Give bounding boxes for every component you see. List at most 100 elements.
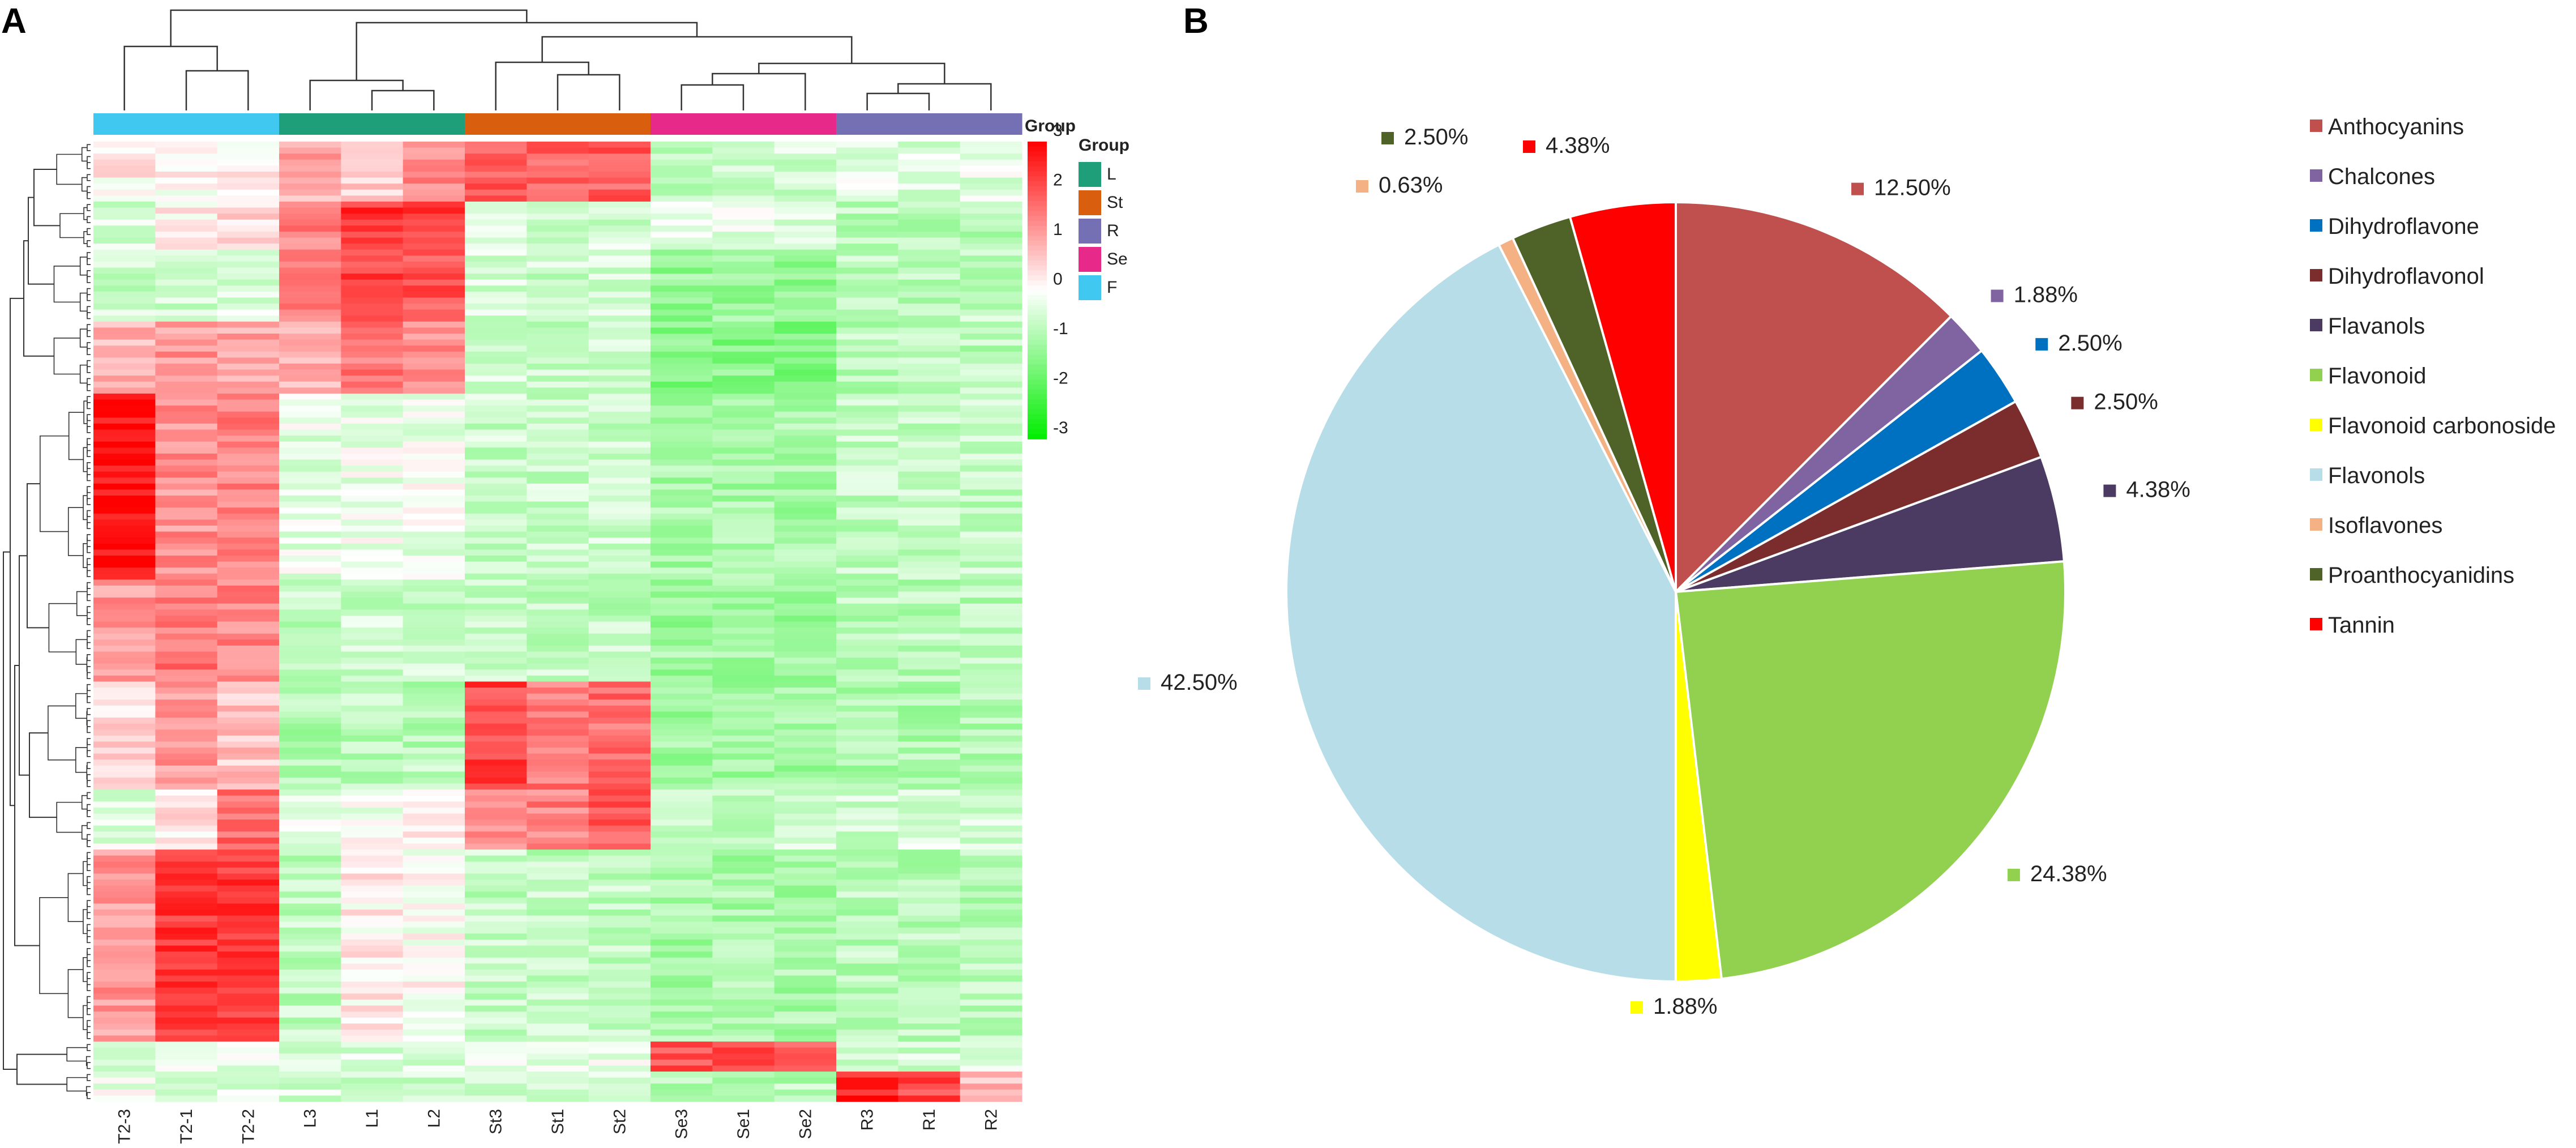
heatmap-cell — [465, 285, 527, 292]
heatmap-cell — [217, 387, 280, 394]
heatmap-cell — [403, 321, 465, 328]
heatmap-cell — [217, 915, 280, 922]
heatmap-cell — [774, 837, 837, 844]
heatmap-cell — [527, 543, 589, 550]
heatmap-cell — [898, 825, 961, 832]
heatmap-cell — [155, 1023, 218, 1030]
heatmap-cell — [836, 693, 898, 700]
heatmap-cell — [341, 975, 404, 982]
heatmap-cell — [341, 885, 404, 892]
heatmap-cell — [93, 387, 156, 394]
pie-legend-label: Dihydroflavonol — [2328, 264, 2484, 289]
heatmap-cell — [960, 147, 1022, 154]
heatmap-cell — [279, 531, 341, 538]
heatmap-cell — [465, 628, 527, 634]
heatmap-cell — [155, 267, 218, 274]
heatmap-cell — [588, 591, 651, 598]
heatmap-cell — [836, 214, 898, 220]
heatmap-cell — [527, 279, 589, 286]
heatmap-cell — [93, 1017, 156, 1024]
heatmap-cell — [93, 1023, 156, 1030]
heatmap-cell — [93, 171, 156, 178]
heatmap-cell — [898, 688, 961, 694]
row-dendro-link — [87, 474, 91, 481]
heatmap-cell — [155, 304, 218, 310]
heatmap-cell — [465, 598, 527, 604]
heatmap-cell — [403, 357, 465, 364]
heatmap-cell — [712, 585, 775, 592]
colorbar-step — [1028, 181, 1047, 187]
heatmap-cell — [217, 519, 280, 526]
heatmap-cell — [588, 357, 651, 364]
heatmap-cell — [465, 1023, 527, 1030]
heatmap-cell — [279, 939, 341, 946]
heatmap-cell — [93, 675, 156, 682]
heatmap-cell — [960, 945, 1022, 952]
heatmap-cell — [279, 910, 341, 916]
heatmap-cell — [588, 621, 651, 628]
heatmap-cell — [774, 334, 837, 340]
heatmap-cell — [279, 867, 341, 874]
heatmap-cell — [403, 375, 465, 382]
heatmap-cell — [403, 1047, 465, 1054]
heatmap-cell — [898, 489, 961, 496]
heatmap-cell — [960, 334, 1022, 340]
heatmap-cell — [93, 1059, 156, 1066]
heatmap-cell — [712, 1012, 775, 1018]
heatmap-cell — [527, 981, 589, 988]
heatmap-cell — [279, 795, 341, 802]
heatmap-cell — [527, 867, 589, 874]
heatmap-cell — [93, 567, 156, 574]
heatmap-cell — [898, 441, 961, 448]
pie-percent-label: 4.38% — [2126, 477, 2190, 502]
heatmap-cell — [712, 429, 775, 436]
column-label: St3 — [487, 1109, 506, 1134]
pie-slices — [1285, 200, 2066, 983]
heatmap-cell — [588, 507, 651, 514]
heatmap-cell — [155, 688, 218, 694]
pie-percent-label: 24.38% — [2030, 861, 2107, 886]
heatmap-cell — [898, 999, 961, 1006]
colorbar-tick: 2 — [1053, 171, 1063, 190]
heatmap-cell — [93, 1029, 156, 1036]
heatmap-cell — [279, 466, 341, 472]
heatmap-cell — [898, 537, 961, 544]
heatmap-cell — [836, 633, 898, 640]
heatmap-cell — [527, 921, 589, 928]
heatmap-cell — [465, 573, 527, 580]
heatmap-cell — [774, 1035, 837, 1042]
row-dendro-link — [87, 414, 91, 421]
heatmap-cell — [960, 1072, 1022, 1078]
heatmap-cell — [279, 375, 341, 382]
heatmap-cell — [465, 315, 527, 322]
heatmap-cell — [155, 585, 218, 592]
row-dendro-link — [87, 534, 91, 541]
heatmap-cell — [403, 237, 465, 244]
heatmap-cell — [465, 837, 527, 844]
heatmap-cell — [651, 675, 713, 682]
heatmap-cell — [527, 987, 589, 994]
heatmap-cell — [960, 795, 1022, 802]
heatmap-cell — [341, 783, 404, 790]
heatmap-cell — [836, 897, 898, 904]
heatmap-cell — [465, 681, 527, 688]
heatmap-cell — [465, 489, 527, 496]
heatmap-cell — [527, 873, 589, 880]
heatmap-cell — [651, 681, 713, 688]
heatmap-cell — [588, 477, 651, 484]
heatmap-cell — [774, 537, 837, 544]
heatmap-cell — [527, 759, 589, 766]
heatmap-cell — [898, 579, 961, 586]
heatmap-cell — [712, 321, 775, 328]
heatmap-cell — [93, 339, 156, 346]
heatmap-cell — [403, 939, 465, 946]
heatmap-cell — [898, 177, 961, 184]
heatmap-cell — [712, 681, 775, 688]
heatmap-cell — [651, 609, 713, 616]
heatmap-cell — [712, 993, 775, 1000]
heatmap-cell — [341, 801, 404, 808]
heatmap-cell — [155, 675, 218, 682]
row-dendro-link — [53, 266, 80, 303]
heatmap-cell — [279, 489, 341, 496]
heatmap-cell — [588, 969, 651, 976]
